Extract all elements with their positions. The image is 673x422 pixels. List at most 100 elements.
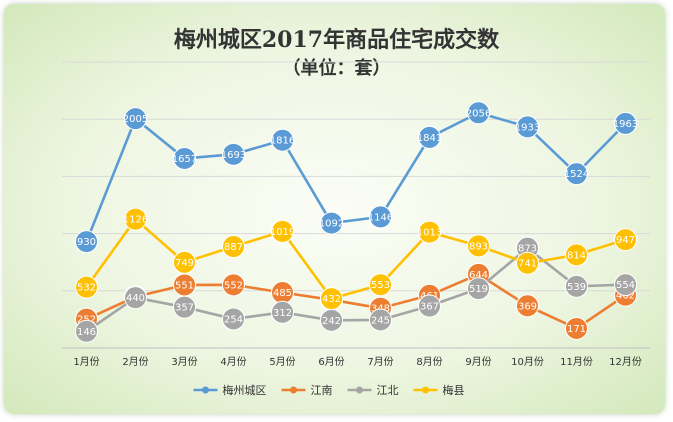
data-label: 367 xyxy=(420,302,439,313)
data-label: 947 xyxy=(616,235,635,246)
data-point[interactable] xyxy=(222,273,245,297)
data-label: 2005 xyxy=(123,114,148,125)
data-label: 551 xyxy=(175,280,194,291)
data-label: 1126 xyxy=(123,215,148,226)
data-point[interactable] xyxy=(75,275,98,299)
data-label: 539 xyxy=(567,282,586,293)
series-line xyxy=(85,111,627,243)
series-梅州城区: 930 2005 1657 1693 1816 1092 1146 1841 2056 1933 1… xyxy=(75,101,638,254)
data-label: 485 xyxy=(273,288,292,299)
data-point[interactable] xyxy=(124,286,147,310)
chart-frame xyxy=(4,4,665,414)
x-tick-label: 5月份 xyxy=(269,356,295,368)
data-label: 1693 xyxy=(221,150,246,161)
legend-marker xyxy=(202,386,209,394)
data-label: 171 xyxy=(567,324,586,335)
data-point[interactable] xyxy=(320,287,343,311)
data-label: 242 xyxy=(322,316,341,327)
chart-subtitle: （单位：套） xyxy=(282,58,391,79)
legend-item: 江南 xyxy=(281,384,333,397)
data-point[interactable] xyxy=(418,125,441,149)
data-label: 519 xyxy=(469,284,488,295)
data-point[interactable] xyxy=(614,111,637,135)
data-point[interactable] xyxy=(271,300,294,324)
data-label: 2056 xyxy=(466,108,491,119)
data-label: 741 xyxy=(518,259,537,270)
data-label: 1841 xyxy=(417,133,442,144)
legend-label: 江南 xyxy=(311,384,333,397)
series-lines: 930 2005 1657 1693 1816 1092 1146 1841 2056 1933 1… xyxy=(75,101,638,343)
data-label: 1013 xyxy=(417,228,442,239)
x-axis-ticks: 1月份 2月份 3月份 4月份 5月份 6月份 7月份 8月份 9月份 10月份 11月份 12月份 xyxy=(73,356,642,368)
data-point[interactable] xyxy=(124,107,147,131)
data-point[interactable] xyxy=(418,294,441,318)
data-point[interactable] xyxy=(222,235,245,259)
data-point[interactable] xyxy=(565,162,588,186)
data-label: 930 xyxy=(77,237,96,248)
x-tick-label: 2月份 xyxy=(122,356,148,368)
x-tick-label: 8月份 xyxy=(416,356,442,368)
data-point[interactable] xyxy=(369,273,392,297)
x-tick-label: 3月份 xyxy=(171,356,197,368)
data-point[interactable] xyxy=(271,128,294,152)
data-point[interactable] xyxy=(369,205,392,229)
data-label: 146 xyxy=(77,327,96,338)
legend-marker xyxy=(290,386,297,394)
data-point[interactable] xyxy=(222,142,245,166)
data-label: 1146 xyxy=(368,212,393,223)
legend: 梅州城区 江南 江北 梅县 xyxy=(193,383,465,397)
legend-label: 梅县 xyxy=(443,383,465,397)
data-label: 887 xyxy=(224,242,243,253)
data-point[interactable] xyxy=(75,230,98,254)
data-point[interactable] xyxy=(516,251,539,275)
data-point[interactable] xyxy=(467,277,490,301)
data-point[interactable] xyxy=(173,295,196,319)
data-point[interactable] xyxy=(75,319,98,343)
data-point[interactable] xyxy=(516,294,539,318)
series-梅县: 532 1126 749 887 1019 432 553 1013 893 741 814 947 xyxy=(75,207,637,311)
data-label: 532 xyxy=(77,283,96,294)
x-tick-label: 1月份 xyxy=(73,356,99,368)
data-point[interactable] xyxy=(173,250,196,274)
x-tick-label: 7月份 xyxy=(367,356,393,368)
data-label: 440 xyxy=(126,293,145,304)
data-point[interactable] xyxy=(467,234,490,258)
x-tick-label: 4月份 xyxy=(220,356,246,368)
data-label: 553 xyxy=(371,280,390,291)
x-tick-label: 12月份 xyxy=(609,356,642,368)
legend-label: 梅州城区 xyxy=(223,383,267,397)
data-point[interactable] xyxy=(271,219,294,243)
data-label: 245 xyxy=(371,315,390,326)
x-tick-label: 9月份 xyxy=(465,356,491,368)
chart-title: 梅州城区2017年商品住宅成交数 xyxy=(173,27,500,53)
data-label: 749 xyxy=(175,258,194,269)
legend-item: 江北 xyxy=(347,384,399,397)
data-point[interactable] xyxy=(565,274,588,298)
data-point[interactable] xyxy=(173,146,196,170)
data-point[interactable] xyxy=(565,316,588,340)
data-label: 312 xyxy=(273,308,292,319)
data-label: 1092 xyxy=(319,219,344,230)
data-point[interactable] xyxy=(516,115,539,139)
series-line xyxy=(85,217,626,300)
legend-item: 梅州城区 xyxy=(193,383,267,397)
data-label: 893 xyxy=(469,241,488,252)
data-label: 1816 xyxy=(270,136,295,147)
data-point[interactable] xyxy=(222,307,245,331)
data-label: 552 xyxy=(224,280,243,291)
x-tick-label: 6月份 xyxy=(318,356,344,368)
data-point[interactable] xyxy=(614,273,637,297)
data-point[interactable] xyxy=(614,228,637,252)
data-label: 554 xyxy=(616,280,635,291)
data-point[interactable] xyxy=(369,308,392,332)
x-tick-label: 10月份 xyxy=(511,356,544,368)
data-point[interactable] xyxy=(418,220,441,244)
data-point[interactable] xyxy=(124,207,147,231)
data-label: 432 xyxy=(322,294,341,305)
data-point[interactable] xyxy=(565,243,588,267)
data-point[interactable] xyxy=(467,101,490,125)
data-label: 369 xyxy=(518,301,537,312)
data-label: 873 xyxy=(518,244,537,255)
data-point[interactable] xyxy=(320,211,343,235)
